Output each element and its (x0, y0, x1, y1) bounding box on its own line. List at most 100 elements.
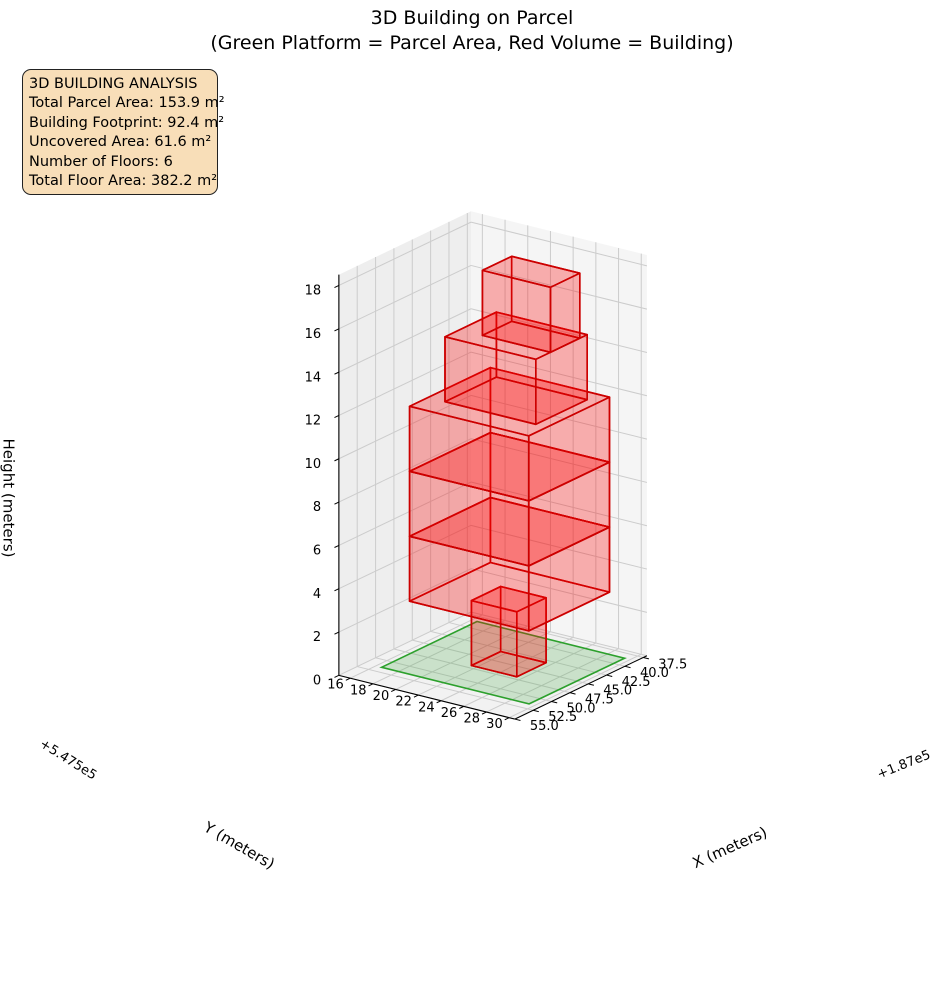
grid-line-x (393, 648, 570, 694)
y-tick-label: 30 (486, 717, 503, 732)
x-tick-label: 40.0 (640, 666, 669, 681)
y-tick-label: 20 (373, 689, 390, 704)
grid-line-y (508, 653, 642, 719)
grid-line-x (375, 657, 552, 702)
x-tick-label: 47.5 (585, 693, 614, 708)
y-tick-mark (504, 717, 510, 721)
grid-line-z (470, 308, 648, 353)
grid-line-x (357, 666, 534, 711)
y-tick-label: 16 (327, 678, 344, 693)
x-offset-label: +1.87e5 (875, 748, 933, 783)
x-tick-mark (551, 700, 558, 704)
z-axis-label: Height (meters) (0, 439, 18, 558)
building-floor-4 (408, 366, 611, 502)
x-tick-mark (533, 709, 539, 713)
floor-face (444, 311, 589, 361)
y-tick-label: 24 (418, 700, 435, 715)
y-axis-label: Y (meters) (200, 818, 278, 873)
x-tick-mark (643, 656, 650, 660)
z-tick-label: 14 (305, 370, 322, 385)
grid-line-z (470, 264, 648, 310)
z-tick-mark (334, 285, 340, 289)
grid-line-y (350, 614, 483, 679)
y-tick-label: 22 (395, 695, 412, 710)
z-tick-mark (334, 458, 340, 462)
chart-subtitle: (Green Platform = Parcel Area, Red Volum… (210, 32, 734, 54)
parcel-platform (379, 620, 627, 705)
grid-line-z (338, 351, 472, 416)
grid-line-x (430, 630, 607, 676)
y-tick-mark (345, 677, 351, 681)
building-floor-2 (408, 496, 611, 632)
building-floor-3 (408, 431, 611, 567)
grid-line-y (418, 631, 551, 696)
building-floor-6 (481, 255, 581, 354)
grid-line-z (470, 438, 648, 483)
side-pane (338, 211, 471, 676)
grid-line-z (338, 394, 472, 460)
info-heading: 3D BUILDING ANALYSIS (29, 76, 198, 92)
y-tick-label: 18 (350, 683, 367, 698)
grid-line-y (395, 625, 528, 690)
grid-line-y (463, 642, 597, 707)
grid-line-z (470, 221, 648, 267)
x-tick-mark (588, 683, 595, 686)
info-line-uncovered: Uncovered Area: 61.6 m² (29, 134, 212, 151)
grid-line-z (338, 221, 472, 286)
x-tick-mark (514, 718, 521, 721)
analysis-info-box: 3D BUILDING ANALYSIS Total Parcel Area: … (22, 69, 225, 195)
grid-line-x (448, 622, 626, 667)
x-tick-mark (624, 665, 631, 669)
x-axis-label: X (meters) (690, 823, 770, 872)
grid-line-z (338, 438, 472, 503)
y-tick-label: 26 (441, 706, 458, 721)
y-tick-label: 28 (463, 712, 480, 727)
z-tick-label: 6 (313, 544, 321, 559)
z-tick-mark (334, 544, 340, 548)
z-tick-mark (334, 588, 340, 592)
data-marks (379, 255, 627, 705)
y-offset-label: +5.475e5 (37, 737, 100, 784)
x-tick-label: 45.0 (603, 684, 632, 699)
grid-line-y (440, 636, 574, 702)
grid-line-z (338, 568, 472, 633)
z-tick-label: 8 (313, 500, 321, 515)
grid-line-z (338, 524, 472, 590)
grid-line-z (470, 481, 648, 527)
x-tick-label: 50.0 (567, 701, 596, 716)
z-tick-label: 4 (313, 587, 321, 602)
grid-line-z (338, 264, 472, 330)
grid-line-z (338, 611, 472, 676)
z-tick-mark (334, 501, 340, 505)
z-tick-label: 2 (313, 630, 321, 645)
y-tick-mark (413, 694, 419, 698)
grid-line-z (470, 568, 648, 613)
info-line-parcel-area: Total Parcel Area: 153.9 m² (29, 95, 225, 112)
y-tick-mark (459, 705, 464, 709)
info-line-floors: Number of Floors: 6 (29, 153, 173, 170)
z-tick-mark (334, 414, 340, 419)
x-tick-label: 42.5 (622, 675, 651, 690)
grid-line-z (470, 524, 648, 570)
info-line-floor-area: Total Floor Area: 382.2 m² (29, 173, 218, 190)
z-tick-mark (334, 631, 340, 635)
x-tick-mark (569, 692, 576, 695)
x-tick-label: 52.5 (548, 710, 577, 725)
x-axis-line (514, 655, 648, 720)
z-tick-label: 12 (305, 414, 322, 429)
axis-lines (338, 274, 648, 720)
grid-line-z (470, 351, 648, 397)
grid-line-x (467, 613, 644, 658)
grid-line-z (338, 481, 472, 546)
z-tick-label: 18 (305, 284, 322, 299)
floor-face (481, 255, 581, 289)
grid-line-x (412, 639, 589, 685)
info-line-footprint: Building Footprint: 92.4 m² (29, 114, 225, 131)
y-tick-mark (481, 711, 487, 715)
floor-face (470, 585, 547, 613)
z-tick-label: 16 (305, 327, 322, 342)
grid-line-z (470, 394, 648, 440)
z-tick-mark (334, 328, 340, 332)
z-tick-mark (334, 674, 340, 678)
